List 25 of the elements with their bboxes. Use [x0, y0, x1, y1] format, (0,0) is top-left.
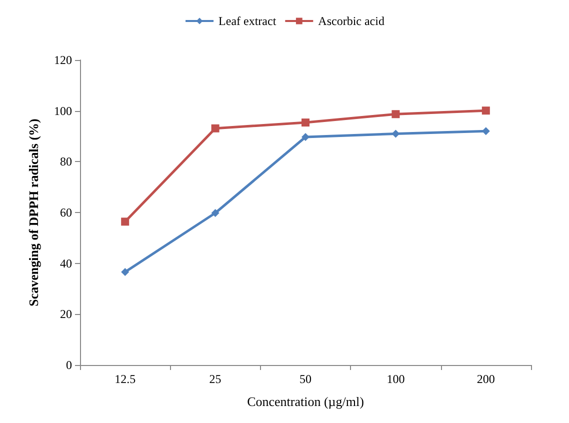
x-tick-label: 50	[300, 372, 312, 386]
y-tick-label: 0	[66, 358, 72, 372]
point	[121, 218, 130, 226]
legend-label: Leaf extract	[218, 14, 277, 28]
y-tick-label: 20	[60, 307, 72, 322]
point	[302, 118, 310, 127]
point	[392, 110, 400, 118]
point	[482, 106, 490, 115]
y-tick-label: 100	[54, 104, 72, 118]
y-tick-label: 60	[60, 206, 72, 220]
x-tick-label: 200	[476, 372, 495, 386]
y-axis-title: Scavenging of DPPH radicals (%)	[26, 118, 41, 306]
legend-label: Ascorbic acid	[318, 14, 384, 28]
x-axis-title: Concentration (µg/ml)	[247, 394, 364, 409]
y-tick-label: 120	[54, 53, 72, 67]
point	[121, 268, 130, 276]
point	[302, 133, 310, 142]
x-tick-label: 12.5	[114, 372, 136, 386]
point	[211, 124, 220, 132]
x-tick-label: 100	[386, 372, 405, 386]
point	[392, 130, 400, 138]
y-tick-label: 80	[60, 154, 72, 169]
point	[211, 209, 220, 218]
y-tick-label: 40	[60, 256, 72, 270]
x-tick-label: 25	[209, 372, 222, 386]
